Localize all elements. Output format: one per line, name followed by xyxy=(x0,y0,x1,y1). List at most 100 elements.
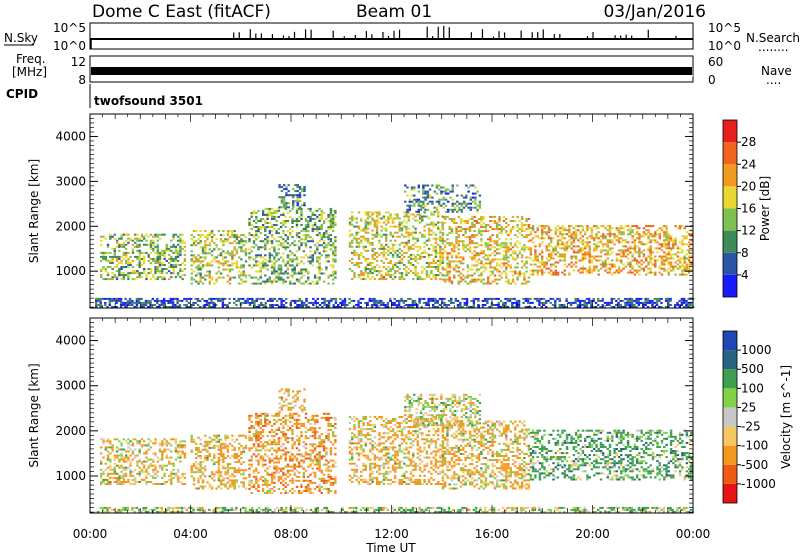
echo-cell xyxy=(665,235,668,238)
echo-cell xyxy=(516,272,519,275)
echo-cell xyxy=(405,241,408,244)
echo-cell xyxy=(262,297,265,300)
echo-cell xyxy=(511,246,515,249)
echo-cell xyxy=(620,259,623,262)
echo-cell xyxy=(106,272,110,275)
echo-cell xyxy=(266,215,269,218)
echo-cell xyxy=(457,270,460,273)
echo-cell xyxy=(334,276,337,279)
echo-cell xyxy=(448,244,451,247)
echo-cell xyxy=(369,241,372,244)
echo-cell xyxy=(327,256,330,259)
echo-cell xyxy=(325,508,329,511)
echo-cell xyxy=(292,206,295,209)
echo-cell xyxy=(307,256,310,259)
echo-cell xyxy=(429,506,433,509)
echo-cell xyxy=(348,506,351,509)
echo-cell xyxy=(283,202,286,205)
echo-cell xyxy=(489,220,492,222)
echo-cell xyxy=(427,247,431,250)
echo-cell xyxy=(235,250,239,253)
echo-cell xyxy=(313,252,317,255)
echo-cell xyxy=(439,221,442,224)
echo-cell xyxy=(455,254,458,257)
echo-cell xyxy=(464,280,467,283)
echo-cell xyxy=(304,224,308,226)
echo-cell xyxy=(147,259,150,262)
echo-cell xyxy=(439,237,442,240)
echo-cell xyxy=(520,228,524,231)
echo-cell xyxy=(690,229,693,232)
echo-cell xyxy=(563,255,566,258)
echo-cell xyxy=(343,304,347,306)
echo-cell xyxy=(565,229,569,232)
echo-cell xyxy=(493,240,497,243)
echo-cell xyxy=(295,234,299,237)
echo-cell xyxy=(233,230,236,233)
echo-cell xyxy=(142,508,145,511)
echo-cell xyxy=(654,235,657,238)
echo-cell xyxy=(282,224,285,226)
echo-cell xyxy=(212,511,215,513)
echo-cell xyxy=(629,229,632,232)
nsky-left-tick-top: 10^5 xyxy=(53,21,86,35)
echo-cell xyxy=(270,207,274,210)
echo-cell xyxy=(172,272,175,275)
echo-cell xyxy=(261,209,265,212)
echo-cell xyxy=(514,272,517,275)
echo-cell xyxy=(129,239,132,242)
echo-cell xyxy=(482,250,485,253)
echo-cell xyxy=(124,259,128,262)
echo-cell xyxy=(446,274,449,277)
echo-cell xyxy=(476,204,479,207)
echo-cell xyxy=(268,211,271,214)
echo-cell xyxy=(196,299,200,302)
echo-cell xyxy=(563,247,566,250)
echo-cell xyxy=(456,204,459,207)
echo-cell xyxy=(181,506,184,509)
echo-cell xyxy=(327,304,331,306)
echo-cell xyxy=(514,234,517,237)
echo-cell xyxy=(300,268,303,271)
echo-cell xyxy=(154,266,157,268)
echo-cell xyxy=(127,274,130,277)
echo-cell xyxy=(195,240,198,243)
echo-cell xyxy=(235,238,239,241)
echo-cell xyxy=(450,256,454,259)
echo-cell xyxy=(547,267,551,270)
echo-cell xyxy=(268,276,271,279)
echo-cell xyxy=(291,276,294,279)
echo-cell xyxy=(143,255,146,258)
echo-cell xyxy=(416,253,419,256)
echo-cell xyxy=(339,511,342,513)
echo-cell xyxy=(304,242,308,245)
echo-cell xyxy=(681,241,684,244)
echo-cell xyxy=(502,262,506,265)
echo-cell xyxy=(156,255,159,258)
echo-cell xyxy=(385,268,388,270)
echo-cell xyxy=(178,306,182,308)
echo-cell xyxy=(538,245,542,248)
echo-cell xyxy=(434,249,438,252)
echo-cell xyxy=(611,259,614,262)
echo-cell xyxy=(602,235,605,238)
echo-cell xyxy=(279,278,283,281)
echo-cell xyxy=(277,236,281,239)
echo-cell xyxy=(502,306,505,308)
echo-cell xyxy=(552,237,555,240)
echo-cell xyxy=(665,237,668,240)
echo-cell xyxy=(95,306,98,308)
echo-cell xyxy=(334,211,337,214)
echo-cell xyxy=(667,235,670,238)
echo-cell xyxy=(156,251,159,254)
echo-cell xyxy=(412,272,415,275)
echo-cell xyxy=(295,209,299,212)
echo-cell xyxy=(217,260,220,263)
echo-cell xyxy=(431,184,434,187)
echo-cell xyxy=(434,276,438,279)
echo-cell xyxy=(588,301,591,304)
echo-cell xyxy=(192,230,196,233)
echo-cell xyxy=(122,274,126,277)
echo-cell xyxy=(465,204,468,207)
echo-cell xyxy=(385,272,388,275)
